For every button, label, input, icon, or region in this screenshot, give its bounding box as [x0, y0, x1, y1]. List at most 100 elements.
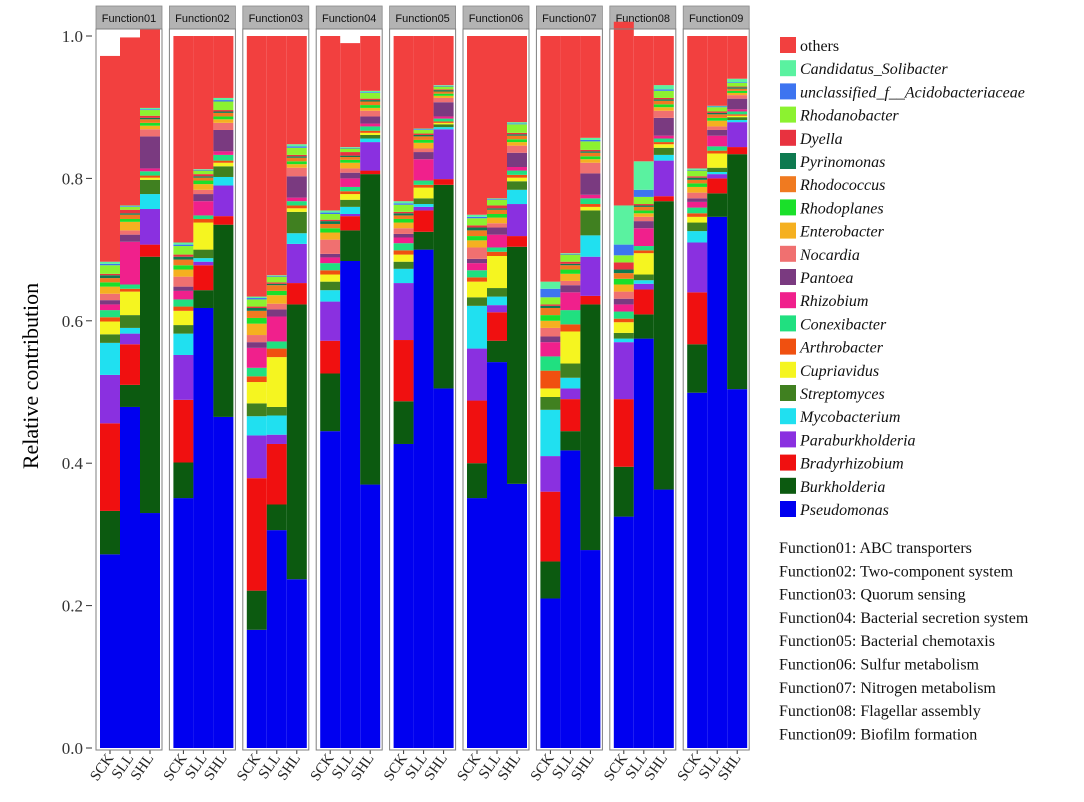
bar-segment-rhizobium: [320, 257, 341, 264]
bar-segment-pantoea: [727, 98, 748, 110]
bar-segment-pseudomonas: [140, 513, 160, 748]
bar-segment-candidatus_solibacter: [727, 78, 748, 83]
bar-segment-cupriavidus: [540, 388, 561, 397]
bar-segment-candidatus_solibacter: [360, 90, 381, 93]
bar-segment-pseudomonas: [467, 498, 487, 748]
bar-segment-enterobacter: [286, 164, 307, 168]
bar-segment-pseudomonas: [487, 362, 507, 748]
bar-segment-mycobacterium: [246, 416, 267, 436]
bar-segment-unclassified_f__acidobacteriaceae: [140, 109, 160, 111]
y-tick-label: 0.0: [62, 739, 83, 758]
bar-segment-streptomyces: [393, 261, 414, 269]
legend-label: Conexibacter: [800, 316, 887, 333]
function-description: Function05: Bacterial chemotaxis: [779, 633, 995, 650]
bar-segment-others: [393, 36, 414, 202]
legend-label: Enterobacter: [799, 224, 885, 241]
bar-segment-candidatus_solibacter: [100, 261, 120, 264]
legend-swatch: [780, 129, 796, 146]
bar-segment-dyella: [507, 132, 527, 135]
bar-segment-rhodanobacter: [140, 110, 160, 116]
legend-item: Pyrinomonas: [780, 153, 885, 171]
bar-segment-pseudomonas: [246, 629, 267, 748]
legend-swatch: [780, 408, 796, 425]
bar-segment-enterobacter: [173, 269, 194, 277]
bar-segment-nocardia: [580, 162, 601, 174]
bar-segment-pantoea: [140, 136, 160, 169]
legend-label: Pseudomonas: [799, 502, 889, 519]
bar-segment-rhodoplanes: [286, 161, 307, 165]
bar-segment-rhizobium: [340, 178, 361, 187]
bar-segment-pyrinomonas: [320, 221, 341, 224]
bar-segment-candidatus_solibacter: [213, 97, 234, 101]
bar-segment-dyella: [286, 154, 307, 157]
bar-segment-rhodoplanes: [213, 116, 234, 120]
bar-segment-rhodococcus: [173, 259, 194, 266]
bar-segment-pantoea: [286, 176, 307, 198]
bar-segment-cupriavidus: [560, 331, 581, 364]
bar-segment-rhodococcus: [286, 157, 307, 162]
x-tick-label: SHL: [275, 751, 304, 783]
bar-segment-streptomyces: [120, 315, 140, 328]
bar-segment-streptomyces: [467, 297, 487, 306]
bar-segment-rhodanobacter: [540, 297, 561, 305]
bar-segment-conexibacter: [393, 243, 414, 251]
bar-segment-nocardia: [560, 280, 581, 286]
bar-segment-pantoea: [467, 258, 487, 264]
bar-segment-pyrinomonas: [560, 263, 581, 266]
bar-segment-dyella: [467, 225, 487, 228]
bar-segment-arthrobacter: [653, 142, 674, 145]
bar-segment-cupriavidus: [246, 382, 267, 404]
legend-item: Pantoea: [780, 269, 853, 287]
bar-segment-conexibacter: [707, 146, 728, 151]
bar-segment-rhodococcus: [580, 152, 601, 157]
legend-label: unclassified_f__Acidobacteriaceae: [800, 84, 1025, 101]
bar-segment-rhodanobacter: [507, 124, 527, 133]
bar-segment-others: [540, 36, 561, 282]
bar-segment-unclassified_f__acidobacteriaceae: [193, 169, 214, 171]
bar-segment-pseudomonas: [413, 249, 434, 748]
bar-segment-streptomyces: [707, 167, 728, 172]
bar-segment-cupriavidus: [613, 322, 634, 333]
bar-segment-rhodoplanes: [487, 214, 507, 218]
legend-label: Paraburkholderia: [799, 432, 916, 449]
bar-segment-unclassified_f__acidobacteriaceae: [286, 146, 307, 148]
bar-segment-streptomyces: [560, 363, 581, 378]
bar-segment-cupriavidus: [707, 153, 728, 168]
bar-segment-conexibacter: [100, 310, 120, 318]
bar-segment-paraburkholderia: [266, 434, 287, 444]
bar-segment-rhodococcus: [340, 157, 361, 160]
bar-segment-streptomyces: [173, 325, 194, 334]
bar-segment-enterobacter: [320, 232, 341, 240]
bar-segment-pantoea: [266, 309, 287, 317]
bar-segment-conexibacter: [467, 270, 487, 278]
bar-segment-others: [413, 36, 434, 129]
bar-segment-conexibacter: [360, 126, 381, 131]
bar-segment-streptomyces: [246, 403, 267, 417]
legend-label: Rhodoplanes: [799, 200, 884, 217]
bar-segment-rhodanobacter: [320, 214, 341, 220]
bar-segment-arthrobacter: [193, 218, 214, 223]
bar-segment-dyella: [340, 152, 361, 156]
bar-segment-enterobacter: [246, 323, 267, 336]
bar-segment-rhodoplanes: [266, 290, 287, 296]
bar-segment-arthrobacter: [173, 306, 194, 311]
bar-segment-paraburkholderia: [340, 214, 361, 217]
bar-segment-bradyrhizobium: [487, 312, 507, 341]
bar-segment-rhodoplanes: [727, 90, 748, 93]
bar-segment-rhizobium: [246, 347, 267, 368]
bar-segment-rhodoplanes: [193, 180, 214, 185]
bar-segment-enterobacter: [360, 107, 381, 111]
bar-function08-sck: [613, 21, 634, 748]
bar-segment-mycobacterium: [173, 333, 194, 355]
legend-item: Mycobacterium: [780, 408, 900, 426]
bar-function07-sll: [560, 36, 581, 748]
bar-segment-conexibacter: [560, 310, 581, 325]
panel-border: [682, 28, 750, 751]
bar-segment-mycobacterium: [433, 127, 454, 130]
bar-segment-mycobacterium: [120, 327, 140, 334]
bar-segment-bradyrhizobium: [507, 236, 527, 247]
bar-segment-rhodoplanes: [120, 218, 140, 222]
bar-segment-pantoea: [413, 152, 434, 160]
bar-segment-unclassified_f__acidobacteriaceae: [393, 203, 414, 205]
x-tick-label: SHL: [715, 751, 744, 783]
